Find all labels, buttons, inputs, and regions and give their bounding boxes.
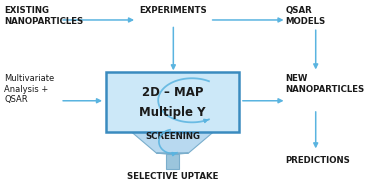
Polygon shape xyxy=(156,153,189,154)
Text: SELECTIVE UPTAKE: SELECTIVE UPTAKE xyxy=(127,172,218,181)
Text: Multivariate
Analysis +
QSAR: Multivariate Analysis + QSAR xyxy=(4,74,54,104)
Polygon shape xyxy=(132,132,213,153)
Text: EXISTING
NANOPARTICLES: EXISTING NANOPARTICLES xyxy=(4,6,84,26)
Text: Multiple Y: Multiple Y xyxy=(139,106,206,119)
Text: SCREENING: SCREENING xyxy=(145,132,200,141)
Text: QSAR
MODELS: QSAR MODELS xyxy=(285,6,326,26)
Text: NEW
NANOPARTICLES: NEW NANOPARTICLES xyxy=(285,74,365,94)
Polygon shape xyxy=(166,154,179,169)
Text: 2D – MAP: 2D – MAP xyxy=(142,85,203,99)
Text: EXPERIMENTS: EXPERIMENTS xyxy=(139,6,207,15)
FancyBboxPatch shape xyxy=(106,72,239,132)
Text: PREDICTIONS: PREDICTIONS xyxy=(285,156,350,165)
